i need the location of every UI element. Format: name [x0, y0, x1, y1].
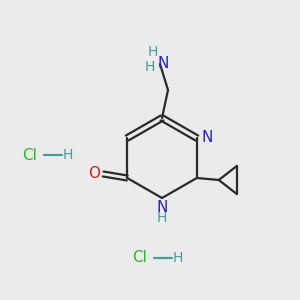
Text: Cl: Cl	[22, 148, 38, 163]
Text: N: N	[156, 200, 168, 214]
Text: N: N	[201, 130, 212, 146]
Text: H: H	[157, 211, 167, 225]
Text: N: N	[157, 56, 169, 70]
Text: H: H	[148, 45, 158, 59]
Text: O: O	[88, 167, 100, 182]
Text: H: H	[145, 60, 155, 74]
Text: H: H	[63, 148, 73, 162]
Text: Cl: Cl	[133, 250, 147, 266]
Text: H: H	[173, 251, 183, 265]
